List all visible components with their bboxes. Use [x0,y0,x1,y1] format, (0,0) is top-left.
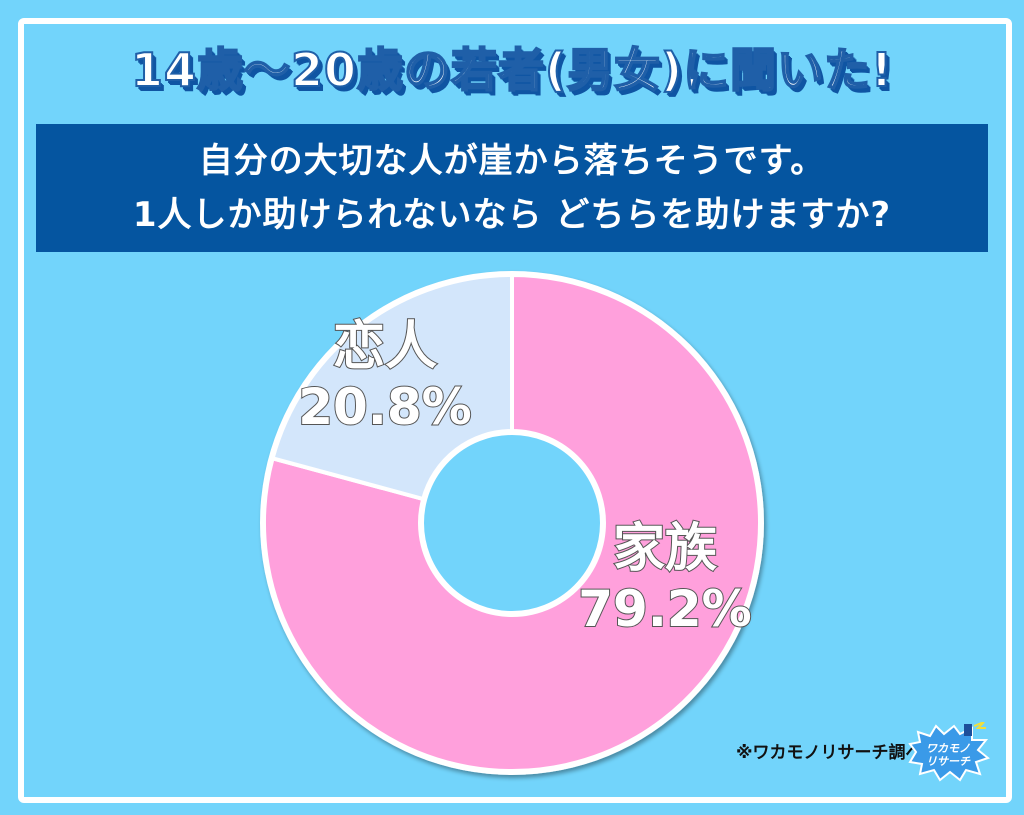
slice-label-family: 家族 79.2% [560,519,770,640]
source-note: ※ワカモノリサーチ調べ [736,743,923,763]
logo-text-1: ワカモノ [926,742,971,755]
logo-text-2: リサーチ [926,755,971,768]
donut-hole [420,431,604,615]
family-label-percent: 79.2% [577,579,752,639]
slice-label-lover: 恋人 20.8% [280,317,490,438]
lover-label-name: 恋人 [332,317,438,377]
donut-slices [260,271,764,775]
lover-label-percent: 20.8% [297,377,472,437]
wakamono-research-logo: ワカモノ リサーチ [908,722,990,782]
family-label-name: 家族 [612,519,718,579]
outer-frame [18,18,1012,803]
page-title: 14歳～20歳の若者(男女)に聞いた! [130,42,894,98]
question-line-2: 1人しか助けられないなら どちらを助けますか? [132,195,892,235]
question-line-1: 自分の大切な人が崖から落ちそうです。 [198,141,826,181]
question-box: 自分の大切な人が崖から落ちそうです。 1人しか助けられないなら どちらを助けます… [36,124,988,252]
